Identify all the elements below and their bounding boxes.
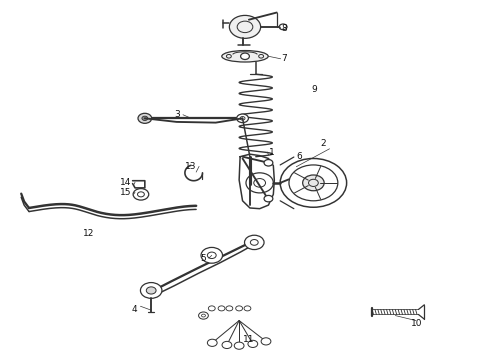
Circle shape — [280, 158, 346, 207]
Circle shape — [207, 339, 217, 346]
Text: 4: 4 — [132, 305, 137, 314]
Text: 2: 2 — [321, 139, 326, 148]
Circle shape — [248, 340, 258, 347]
Circle shape — [246, 173, 273, 193]
Text: 14: 14 — [121, 177, 132, 186]
Circle shape — [236, 306, 243, 311]
Circle shape — [279, 24, 287, 30]
Circle shape — [222, 341, 232, 348]
Circle shape — [244, 306, 251, 311]
Text: 3: 3 — [174, 110, 180, 119]
Circle shape — [141, 283, 162, 298]
Circle shape — [138, 113, 152, 123]
Circle shape — [264, 195, 273, 202]
Text: 5: 5 — [200, 254, 206, 263]
Text: 15: 15 — [121, 188, 132, 197]
Text: 1: 1 — [269, 148, 274, 157]
Circle shape — [264, 159, 273, 166]
Text: 12: 12 — [83, 229, 94, 238]
Text: 13: 13 — [185, 162, 197, 171]
Circle shape — [201, 247, 222, 263]
Text: 11: 11 — [243, 335, 255, 344]
Circle shape — [142, 116, 148, 121]
Circle shape — [229, 15, 261, 39]
Text: 6: 6 — [296, 152, 302, 161]
Circle shape — [226, 306, 233, 311]
Circle shape — [218, 306, 225, 311]
Circle shape — [261, 338, 271, 345]
Circle shape — [303, 175, 324, 191]
Circle shape — [147, 287, 156, 294]
Text: 10: 10 — [411, 319, 423, 328]
Circle shape — [241, 53, 249, 59]
Circle shape — [245, 235, 264, 249]
Circle shape — [234, 342, 244, 349]
Text: 9: 9 — [311, 85, 317, 94]
Circle shape — [208, 306, 215, 311]
Ellipse shape — [222, 50, 268, 62]
Text: 8: 8 — [282, 24, 288, 33]
Circle shape — [237, 114, 248, 123]
Circle shape — [198, 312, 208, 319]
Circle shape — [133, 189, 149, 200]
Text: 7: 7 — [282, 54, 288, 63]
